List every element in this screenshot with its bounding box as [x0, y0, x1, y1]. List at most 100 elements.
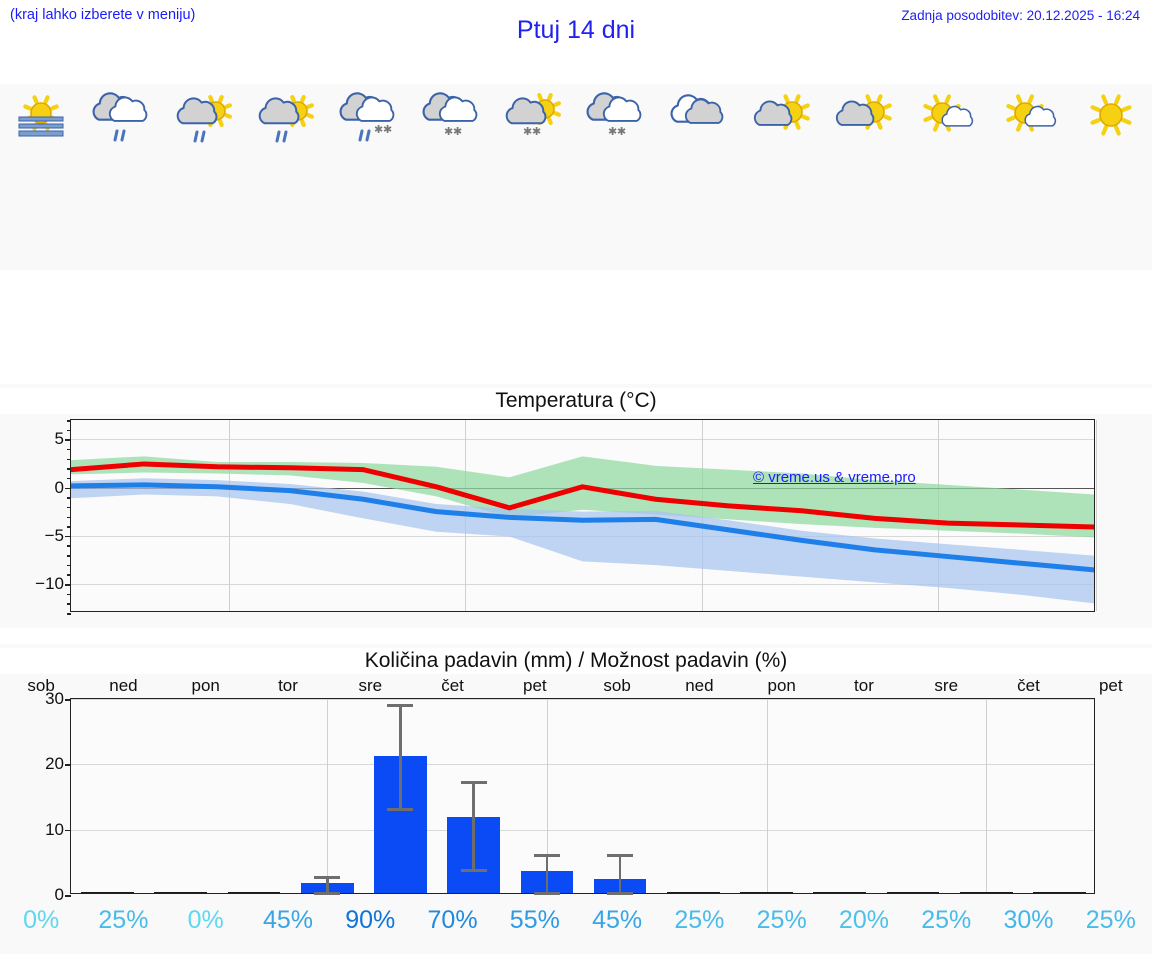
precipitation-error-bar — [314, 876, 341, 895]
precipitation-probability-label: 25% — [98, 905, 149, 934]
error-bar-cap-top — [387, 704, 414, 708]
temperature-plot-area: 5 0 −5 −10 © vreme.us & vreme.pro — [35, 419, 1097, 615]
temperature-series-overlay — [71, 456, 1094, 604]
svg-text:✱: ✱ — [532, 125, 541, 138]
temperature-y-minor-tick — [67, 477, 71, 480]
sun-cloud-snow-icon: ✱ ✱ — [499, 91, 571, 147]
precipitation-probability-label: 25% — [674, 905, 725, 934]
forecast-day-column[interactable] — [247, 84, 329, 270]
error-bar-cap-bottom — [607, 891, 634, 895]
precipitation-y-tick-label: 20 — [45, 754, 64, 774]
precipitation-probability-label: 70% — [427, 905, 478, 934]
temperature-y-minor-tick — [67, 429, 71, 432]
temperature-y-tick — [65, 439, 71, 441]
sun-smallcloud-icon — [910, 91, 982, 147]
precipitation-day-label: pet — [523, 676, 547, 695]
precipitation-bar[interactable] — [959, 891, 1013, 893]
temperature-y-tick-label: −10 — [35, 574, 64, 594]
precipitation-day-label: čet — [441, 676, 464, 695]
temperature-y-minor-tick — [67, 545, 71, 547]
error-bar-cap-top — [460, 781, 487, 785]
precipitation-y-tick-label: 10 — [45, 819, 64, 839]
temperature-y-minor-tick — [67, 506, 71, 509]
precipitation-error-bar — [533, 854, 560, 895]
precipitation-bar[interactable] — [1033, 891, 1086, 893]
precipitation-bar[interactable] — [81, 891, 134, 893]
precipitation-bar[interactable] — [740, 891, 793, 893]
sun-cloud-icon — [746, 91, 818, 147]
precipitation-error-bar — [460, 781, 487, 873]
precipitation-day-label: ned — [109, 676, 138, 695]
page-title: Ptuj 14 dni — [516, 16, 636, 44]
precipitation-bar[interactable] — [154, 891, 208, 893]
precipitation-probability-row: 0% 25% 0% 45% 90% 70% 55% 45% 25% 25% 20% 25% 30% 25% — [0, 900, 1152, 940]
error-bar-stem — [399, 704, 402, 811]
temperature-y-tick — [65, 535, 71, 538]
precipitation-probability-label: 25% — [1085, 905, 1136, 934]
svg-text:✱: ✱ — [523, 125, 532, 138]
error-bar-cap-top — [533, 854, 560, 858]
precipitation-chart-title: Količina padavin (mm) / Možnost padavin … — [0, 648, 1152, 674]
precipitation-day-label: pon — [191, 676, 220, 695]
forecast-day-column[interactable] — [0, 84, 82, 270]
precipitation-error-bar — [607, 853, 634, 895]
svg-text:✱: ✱ — [383, 123, 392, 136]
precipitation-y-tick-label: 0 — [54, 885, 64, 904]
precipitation-bar[interactable] — [813, 891, 867, 893]
precipitation-y-tick — [65, 895, 71, 897]
forecast-day-column[interactable]: ✱ ✱ — [411, 84, 493, 270]
temperature-y-minor-tick — [67, 593, 71, 596]
cloud-rain-icon — [87, 91, 159, 147]
temperature-y-tick — [65, 584, 71, 586]
copyright-annotation[interactable]: © vreme.us & vreme.pro — [753, 469, 916, 486]
svg-text:✱: ✱ — [444, 125, 453, 138]
error-bar-cap-top — [314, 876, 341, 880]
forecast-day-column[interactable] — [165, 84, 247, 270]
temperature-y-minor-tick — [67, 526, 71, 528]
temperature-chart-title: Temperatura (°C) — [0, 388, 1152, 414]
precipitation-plot-area: 0 10 20 30 — [45, 689, 1095, 904]
cloud-snow-icon: ✱ ✱ — [417, 91, 489, 147]
forecast-day-column[interactable] — [823, 84, 905, 270]
daily-forecast-strip: ✱ ✱ ✱ ✱ ✱ ✱ ✱ ✱ — [0, 84, 1152, 270]
precipitation-bar[interactable] — [227, 891, 281, 893]
precipitation-y-tick-label: 30 — [45, 689, 64, 708]
temperature-y-minor-tick — [67, 420, 71, 422]
temperature-series-line — [71, 464, 1094, 527]
error-bar-stem — [472, 781, 475, 873]
forecast-day-column[interactable]: ✱ ✱ — [329, 84, 411, 270]
svg-text:✱: ✱ — [453, 125, 462, 138]
sun-smallcloud-icon — [993, 91, 1065, 147]
temperature-y-minor-tick — [67, 497, 71, 499]
svg-text:✱: ✱ — [374, 123, 383, 136]
forecast-day-column[interactable] — [741, 84, 823, 270]
forecast-day-column[interactable] — [1070, 84, 1152, 270]
forecast-day-column[interactable] — [987, 84, 1069, 270]
precipitation-day-label: sob — [603, 676, 631, 695]
precipitation-bar[interactable] — [886, 891, 940, 893]
forecast-day-column[interactable] — [905, 84, 987, 270]
precipitation-probability-label: 55% — [509, 905, 560, 934]
precipitation-y-tick — [65, 699, 71, 701]
forecast-day-column[interactable] — [82, 84, 164, 270]
temperature-y-minor-tick — [67, 574, 71, 576]
precipitation-probability-label: 25% — [756, 905, 807, 934]
forecast-day-column[interactable]: ✱ ✱ — [494, 84, 576, 270]
forecast-day-column[interactable]: ✱ ✱ — [576, 84, 658, 270]
forecast-day-column[interactable] — [658, 84, 740, 270]
temperature-y-minor-tick — [67, 468, 71, 470]
precipitation-day-label: pet — [1098, 676, 1123, 695]
menu-hint-text: (kraj lahko izberete v meniju) — [10, 7, 196, 23]
svg-text:✱: ✱ — [608, 125, 617, 138]
precipitation-error-bar — [387, 704, 414, 811]
temperature-y-minor-tick — [67, 564, 71, 567]
precipitation-day-label: čet — [1017, 676, 1040, 695]
error-bar-cap-bottom — [460, 869, 487, 873]
temperature-y-minor-tick — [67, 516, 71, 518]
sun-cloud-rain-icon — [170, 91, 242, 147]
precipitation-y-tick — [65, 764, 71, 766]
temperature-y-minor-tick — [67, 555, 71, 557]
page-header: (kraj lahko izberete v meniju) Ptuj 14 d… — [0, 0, 1152, 60]
precipitation-bar[interactable] — [666, 891, 720, 893]
cloud-sleet-icon: ✱ ✱ — [334, 91, 406, 147]
